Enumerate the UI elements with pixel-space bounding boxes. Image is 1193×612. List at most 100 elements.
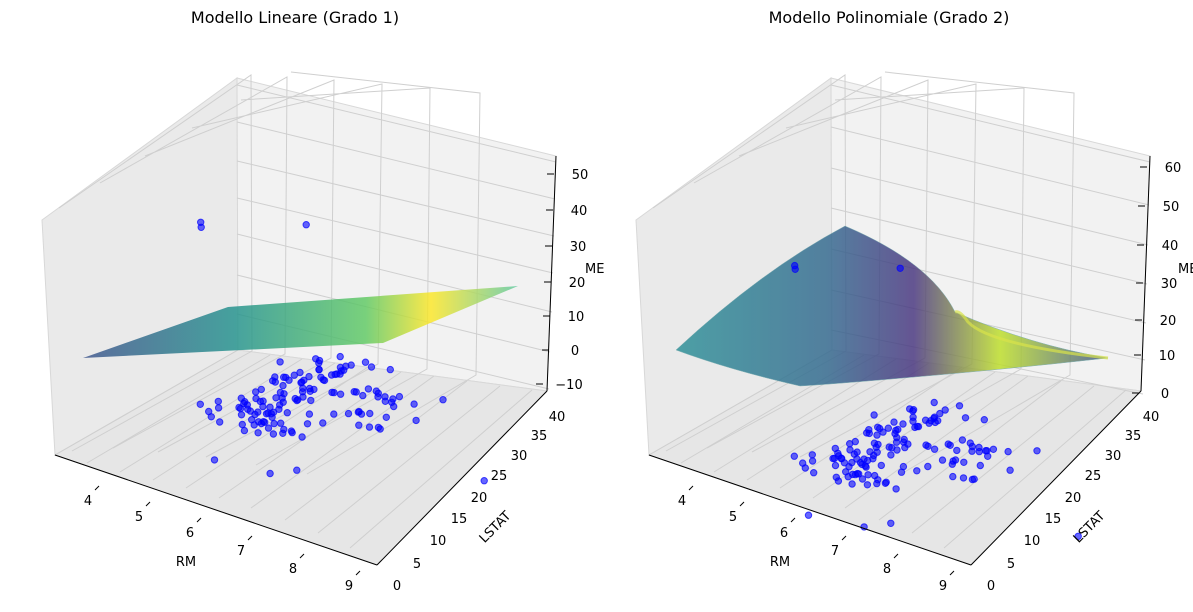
- x-tick-mark: [841, 535, 847, 541]
- z-tick-label: 30: [1161, 277, 1178, 292]
- data-point: [968, 447, 976, 455]
- data-point: [881, 479, 890, 487]
- data-point: [303, 420, 312, 428]
- data-point: [856, 458, 865, 467]
- data-point: [890, 418, 898, 426]
- data-point: [949, 472, 957, 481]
- data-point: [395, 392, 404, 401]
- x-tick-label: 7: [237, 544, 245, 559]
- data-point: [293, 396, 301, 405]
- grid-back-wall: [236, 84, 557, 390]
- data-point: [887, 519, 895, 527]
- data-point: [893, 446, 901, 454]
- data-point: [196, 400, 205, 408]
- data-point: [279, 381, 287, 390]
- data-point: [352, 388, 360, 396]
- data-point: [480, 477, 488, 485]
- y-tick-label: 40: [549, 410, 566, 425]
- x-axis-label-linear: RM: [176, 555, 196, 570]
- data-point: [968, 475, 977, 484]
- data-point: [848, 470, 857, 479]
- y-axis-line-polynomial: [970, 390, 1142, 566]
- data-point: [355, 407, 363, 416]
- data-point: [285, 376, 293, 384]
- data-point: [336, 352, 344, 361]
- y-tick-label: 35: [1125, 429, 1142, 444]
- z-axis-line-polynomial: [1140, 155, 1151, 392]
- data-point: [899, 462, 908, 471]
- x-axis-label-polynomial: RM: [770, 555, 790, 570]
- data-point: [410, 400, 418, 408]
- data-point: [298, 433, 306, 441]
- y-tick-label: 0: [987, 579, 995, 594]
- data-point: [975, 447, 983, 456]
- z-tick-label: 20: [569, 276, 586, 291]
- data-point: [386, 365, 394, 374]
- data-point: [930, 445, 939, 453]
- grid-back-wall: [830, 84, 1151, 395]
- data-point: [804, 511, 813, 519]
- data-point: [862, 463, 870, 471]
- data-point: [412, 416, 420, 425]
- y-tick-label: 15: [451, 512, 468, 527]
- data-point: [216, 418, 224, 426]
- x-tick-mark: [893, 553, 899, 559]
- data-point: [276, 358, 284, 366]
- z-ticks-linear: −10 0 10 20 30 40 50: [536, 168, 588, 393]
- data-point: [851, 437, 859, 446]
- data-point: [268, 413, 276, 421]
- data-point: [865, 426, 873, 434]
- data-point: [365, 423, 374, 431]
- data-point: [848, 458, 856, 467]
- data-point: [924, 462, 932, 471]
- data-point: [846, 446, 854, 454]
- data-point: [831, 444, 839, 453]
- data-point: [344, 409, 353, 418]
- data-point: [866, 448, 874, 456]
- surface-polynomial-ridge: [954, 310, 1109, 360]
- data-point: [359, 391, 367, 400]
- data-point: [1033, 447, 1041, 455]
- x-tick-mark: [196, 517, 202, 523]
- data-point: [960, 458, 968, 466]
- data-point: [989, 445, 998, 453]
- x-tick-label: 5: [135, 510, 143, 525]
- data-point: [864, 471, 872, 479]
- x-tick-label: 9: [345, 579, 353, 594]
- chart-title-polynomial: Modello Polinomiale (Grado 2): [769, 8, 1010, 27]
- data-point: [853, 448, 861, 456]
- x-tick-mark: [688, 485, 694, 491]
- data-point: [858, 475, 867, 483]
- x-tick-mark: [299, 553, 305, 559]
- data-point: [205, 407, 213, 416]
- data-point: [381, 397, 389, 405]
- data-point: [235, 403, 243, 412]
- data-point: [367, 363, 376, 371]
- data-point: [976, 461, 984, 470]
- data-point: [842, 468, 850, 476]
- data-point: [277, 419, 285, 427]
- x-tick-mark: [949, 570, 955, 576]
- data-point: [210, 456, 219, 464]
- data-point: [197, 223, 205, 232]
- data-point: [299, 393, 307, 401]
- data-point: [896, 264, 904, 272]
- x-tick-mark: [790, 517, 796, 523]
- x-tick-label: 6: [186, 526, 194, 541]
- x-tick-mark: [739, 501, 745, 507]
- data-point: [873, 431, 881, 439]
- data-point: [315, 366, 323, 374]
- y-tick-label: 20: [1065, 491, 1082, 506]
- data-point: [873, 448, 881, 456]
- data-point: [1004, 447, 1012, 456]
- data-point: [906, 405, 914, 413]
- data-point: [287, 427, 296, 435]
- data-point: [237, 411, 246, 419]
- y-tick-label: 25: [491, 469, 508, 484]
- data-point: [790, 452, 798, 460]
- data-point: [302, 221, 310, 229]
- data-point: [264, 424, 273, 432]
- x-ticks-polynomial: 4 5 6 7 8 9: [678, 485, 955, 594]
- data-point: [982, 447, 990, 455]
